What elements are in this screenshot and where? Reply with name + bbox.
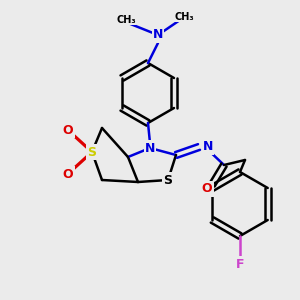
Text: S: S bbox=[164, 173, 172, 187]
Text: CH₃: CH₃ bbox=[116, 15, 136, 25]
Text: S: S bbox=[88, 146, 97, 158]
Text: O: O bbox=[202, 182, 212, 196]
Text: CH₃: CH₃ bbox=[174, 12, 194, 22]
Text: O: O bbox=[63, 124, 73, 136]
Text: N: N bbox=[145, 142, 155, 154]
Text: N: N bbox=[203, 140, 213, 154]
Text: N: N bbox=[153, 28, 163, 41]
Text: F: F bbox=[236, 257, 244, 271]
Text: O: O bbox=[63, 167, 73, 181]
